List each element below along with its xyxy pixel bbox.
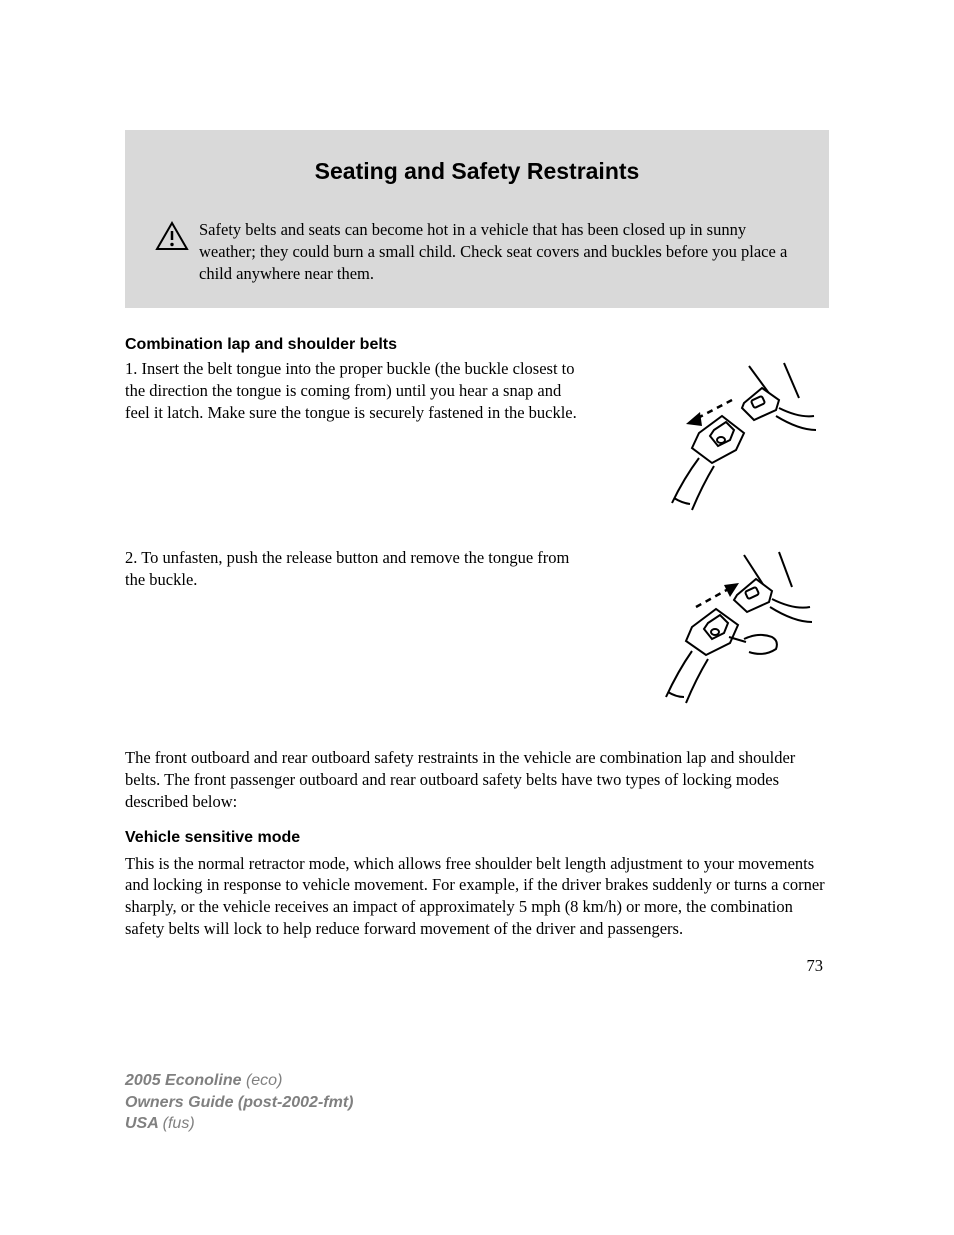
footer-metadata: 2005 Econoline (eco) Owners Guide (post-…: [125, 1070, 353, 1135]
footer-region: USA: [125, 1115, 163, 1132]
step1-row: 1. Insert the belt tongue into the prope…: [125, 358, 829, 533]
warning-text: Safety belts and seats can become hot in…: [199, 219, 799, 284]
footer-line3: USA (fus): [125, 1113, 353, 1135]
footer-region-code: (fus): [163, 1115, 195, 1132]
diagram-unfasten: [604, 547, 829, 727]
page-number: 73: [125, 956, 829, 976]
footer-line2: Owners Guide (post-2002-fmt): [125, 1092, 353, 1114]
step2-text: 2. To unfasten, push the release button …: [125, 547, 584, 727]
chapter-header-box: Seating and Safety Restraints Safety bel…: [125, 130, 829, 308]
subheading-sensitive: Vehicle sensitive mode: [125, 829, 829, 847]
chapter-title: Seating and Safety Restraints: [155, 158, 799, 185]
subheading-combination: Combination lap and shoulder belts: [125, 336, 829, 354]
footer-model: 2005 Econoline: [125, 1072, 246, 1089]
footer-guide: Owners Guide (post-2002-fmt): [125, 1094, 353, 1111]
step2-row: 2. To unfasten, push the release button …: [125, 547, 829, 727]
combination-description: The front outboard and rear outboard saf…: [125, 747, 829, 812]
page-content: Seating and Safety Restraints Safety bel…: [0, 0, 954, 1036]
footer-model-code: (eco): [246, 1072, 282, 1089]
warning-block: Safety belts and seats can become hot in…: [155, 219, 799, 284]
footer-line1: 2005 Econoline (eco): [125, 1070, 353, 1092]
diagram-fasten: [604, 358, 829, 533]
warning-triangle-icon: [155, 221, 189, 256]
section-vehicle-sensitive: Vehicle sensitive mode This is the norma…: [125, 829, 829, 940]
section-combination-belts: Combination lap and shoulder belts 1. In…: [125, 336, 829, 812]
step1-text: 1. Insert the belt tongue into the prope…: [125, 358, 584, 533]
sensitive-description: This is the normal retractor mode, which…: [125, 853, 829, 940]
